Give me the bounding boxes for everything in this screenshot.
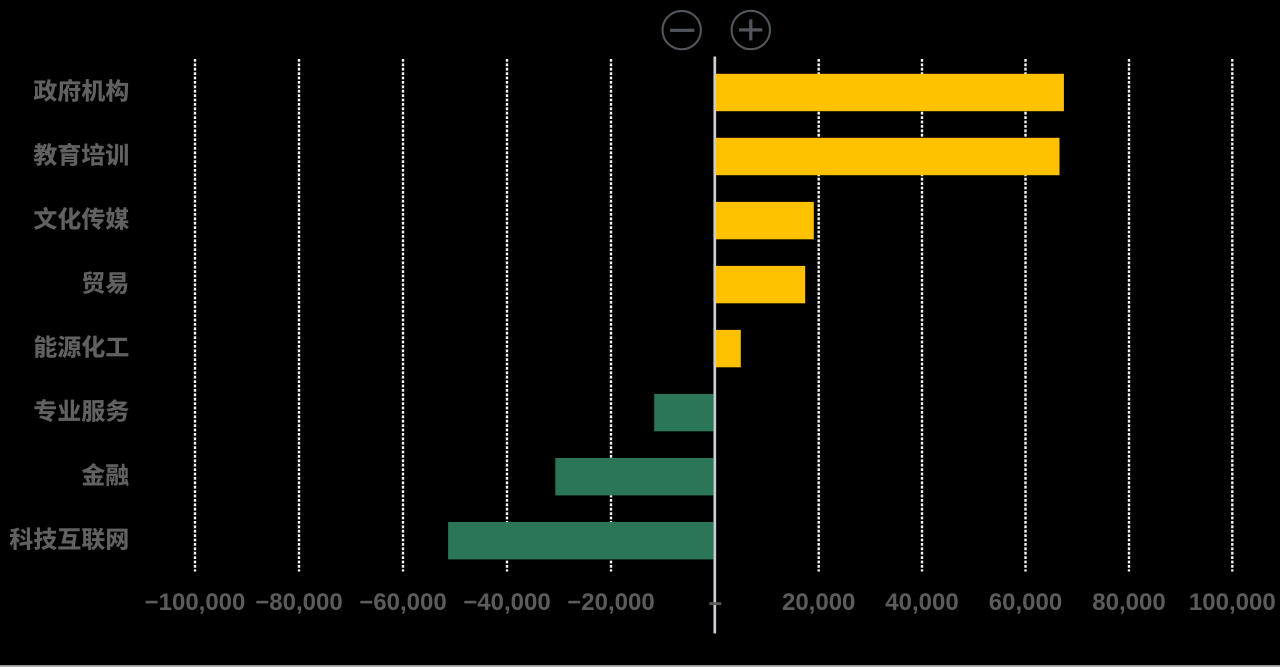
- svg-text:40,000: 40,000: [885, 589, 958, 616]
- svg-text:−40,000: −40,000: [463, 589, 550, 616]
- svg-text:−80,000: −80,000: [255, 589, 342, 616]
- svg-text:−60,000: −60,000: [359, 589, 446, 616]
- svg-text:60,000: 60,000: [989, 589, 1062, 616]
- svg-text:−20,000: −20,000: [567, 589, 654, 616]
- svg-text:100,000: 100,000: [1189, 589, 1276, 616]
- svg-text:−: −: [708, 591, 722, 618]
- svg-text:20,000: 20,000: [782, 589, 855, 616]
- svg-text:80,000: 80,000: [1092, 589, 1165, 616]
- svg-text:−100,000: −100,000: [145, 589, 246, 616]
